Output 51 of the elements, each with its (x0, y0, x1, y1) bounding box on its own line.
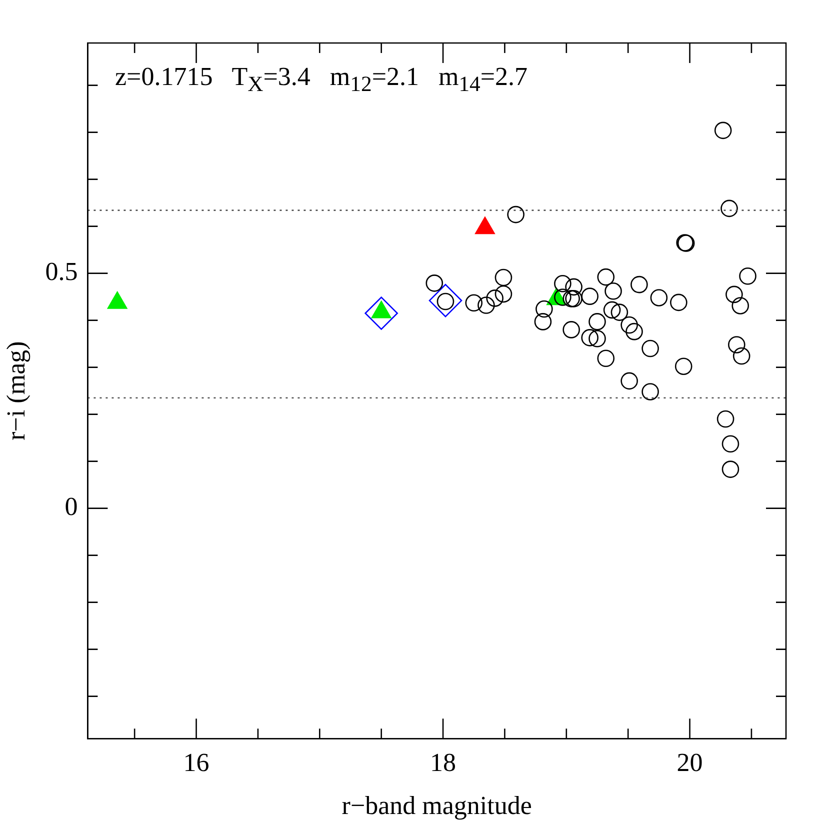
point (726, 286, 743, 304)
x-tick-label: 16 (183, 748, 210, 778)
point (674, 358, 692, 376)
point (588, 313, 606, 330)
point (597, 268, 615, 286)
point (507, 206, 524, 224)
point (554, 274, 572, 292)
point (364, 296, 398, 330)
point (714, 122, 732, 140)
point (739, 267, 756, 285)
x-axis-title: r−band magnitude (342, 791, 532, 820)
point (554, 288, 572, 306)
point (650, 289, 668, 306)
y-tick-label: 0 (64, 492, 78, 522)
point (562, 321, 580, 338)
point (630, 276, 648, 294)
point (465, 294, 483, 312)
point (581, 288, 598, 305)
point (642, 383, 659, 400)
point (588, 330, 606, 348)
point (722, 435, 740, 453)
x-tick-label: 18 (430, 748, 456, 778)
point (610, 304, 628, 321)
point (732, 347, 750, 365)
point (565, 278, 582, 296)
point (728, 336, 746, 354)
point (670, 294, 688, 312)
point (478, 296, 495, 314)
point (597, 350, 615, 368)
point (536, 300, 553, 318)
point (494, 268, 512, 286)
point (494, 285, 512, 303)
point (720, 200, 738, 218)
point (732, 297, 749, 314)
annotation: z=0.1715 T$_{X}$=3.4 m$_{12}$=2.1 m$_{14}$=2.7 (115, 62, 528, 98)
point (581, 329, 598, 346)
point (603, 301, 621, 319)
y-axis-title: r−i (mag) (1, 341, 30, 440)
point (716, 410, 734, 428)
point (626, 322, 643, 340)
point (534, 313, 552, 330)
x-tick-label: 20 (676, 748, 703, 778)
point (428, 284, 462, 318)
y-tick-label: 0.5 (45, 257, 78, 286)
point (620, 372, 638, 390)
point (604, 282, 622, 300)
point (426, 274, 444, 292)
point (642, 340, 659, 358)
point (486, 290, 504, 307)
point (722, 460, 740, 478)
point (620, 316, 638, 334)
